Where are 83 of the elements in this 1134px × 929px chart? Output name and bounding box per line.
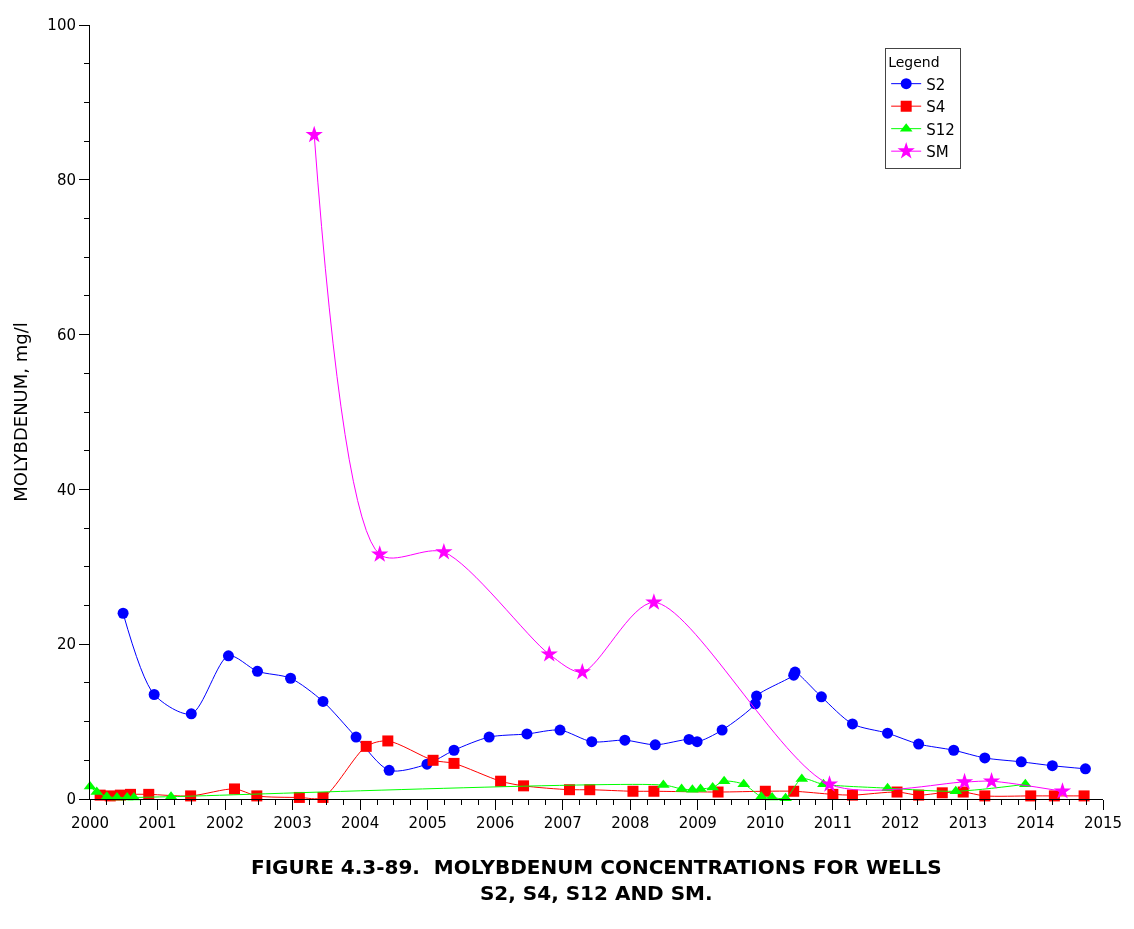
point xyxy=(955,772,974,790)
point xyxy=(495,775,507,787)
point xyxy=(979,790,991,802)
x-tick-label: 2009 xyxy=(678,814,717,832)
point xyxy=(706,781,720,791)
point xyxy=(948,744,960,756)
point xyxy=(1046,760,1058,772)
point xyxy=(382,735,394,747)
point xyxy=(117,607,129,619)
point xyxy=(846,789,858,801)
point xyxy=(815,691,827,703)
point xyxy=(691,736,703,748)
point xyxy=(448,744,460,756)
point xyxy=(554,724,566,736)
point xyxy=(648,785,660,797)
x-tick-label: 2011 xyxy=(813,814,852,832)
point xyxy=(1025,790,1037,802)
point xyxy=(645,593,663,610)
point xyxy=(573,662,591,680)
y-tick-label: 20 xyxy=(56,635,76,654)
point xyxy=(229,783,241,795)
point xyxy=(882,727,894,739)
point xyxy=(360,740,372,752)
point xyxy=(427,754,439,766)
x-tick-label: 2005 xyxy=(408,814,447,832)
y-tick-label: 0 xyxy=(66,790,76,809)
point xyxy=(716,724,728,736)
point xyxy=(371,545,389,562)
point xyxy=(148,689,160,701)
point xyxy=(979,752,991,764)
point xyxy=(627,785,639,797)
x-tick-label: 2013 xyxy=(948,814,988,832)
point xyxy=(317,695,329,707)
point xyxy=(751,690,763,702)
point xyxy=(1079,763,1091,775)
y-tick-label: 40 xyxy=(56,480,76,499)
point xyxy=(518,780,530,792)
x-tick-label: 2010 xyxy=(746,814,785,832)
point xyxy=(563,784,575,796)
x-tick-label: 2012 xyxy=(881,814,920,832)
point xyxy=(185,708,197,720)
point xyxy=(649,739,661,751)
x-tick-label: 2003 xyxy=(273,814,312,832)
point xyxy=(619,734,631,746)
point xyxy=(251,665,263,677)
x-tick-label: 2007 xyxy=(543,814,582,832)
point xyxy=(846,718,858,730)
x-tick-label: 2000 xyxy=(70,814,110,832)
point xyxy=(435,542,453,560)
point xyxy=(383,764,395,776)
point xyxy=(448,757,460,769)
y-tick-label: 60 xyxy=(56,325,76,344)
legend-label: S12 xyxy=(926,120,955,139)
x-tick-label: 2008 xyxy=(611,814,650,832)
x-tick-label: 2001 xyxy=(138,814,177,832)
legend-title: Legend xyxy=(888,54,940,71)
x-tick-label: 2004 xyxy=(341,814,380,832)
y-axis-title: MOLYBDENUM, mg/l xyxy=(9,322,31,502)
x-tick-label: 2014 xyxy=(1016,814,1055,832)
point xyxy=(350,731,362,743)
y-tick-label: 80 xyxy=(56,171,76,190)
legend-label: S4 xyxy=(926,98,946,117)
legend-label: S2 xyxy=(926,75,946,94)
point xyxy=(982,772,1001,789)
text: FIGURE 4.3-89. MOLYBDENUM CONCENTRATIONS FOR WELLS S2, S4, S12 AND SM. xyxy=(251,855,942,905)
legend-label: SM xyxy=(926,143,949,162)
x-tick-label: 2002 xyxy=(205,814,245,832)
point xyxy=(1053,782,1072,799)
point xyxy=(913,738,925,750)
x-tick-label: 2015 xyxy=(1083,814,1123,832)
point xyxy=(737,778,751,788)
point xyxy=(586,736,598,748)
point xyxy=(305,125,323,143)
x-tick-label: 2006 xyxy=(476,814,515,832)
point xyxy=(820,775,839,792)
point xyxy=(949,785,963,795)
point xyxy=(1015,756,1027,768)
point xyxy=(222,650,234,662)
point xyxy=(540,645,558,662)
point xyxy=(285,672,297,684)
point xyxy=(521,728,533,740)
y-tick-label: 100 xyxy=(47,16,76,35)
point xyxy=(483,731,495,743)
